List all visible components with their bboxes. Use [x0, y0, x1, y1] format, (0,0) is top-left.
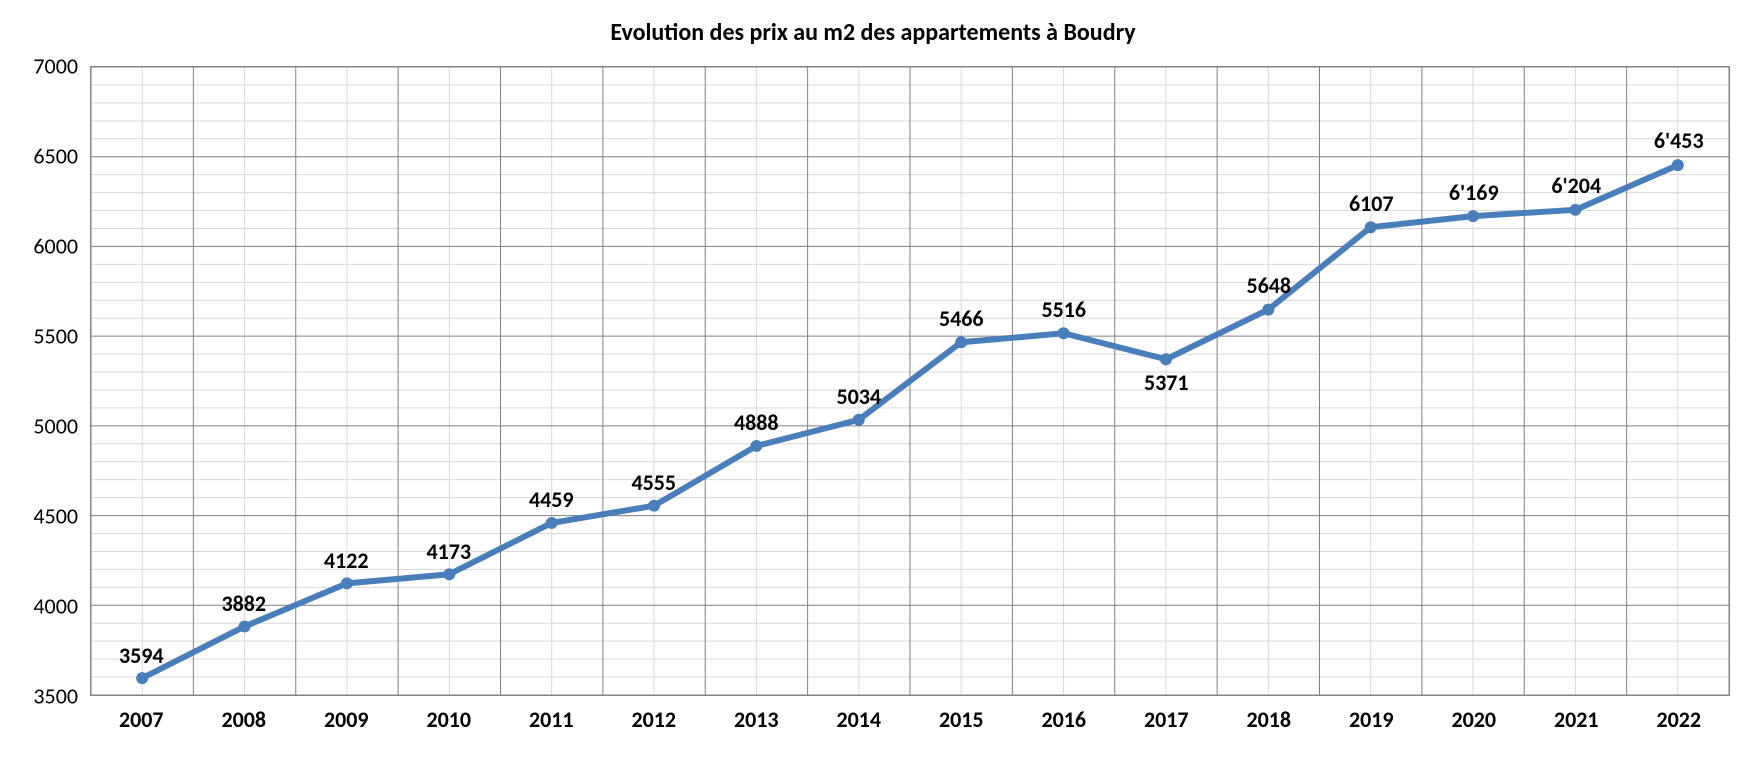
data-point-label: 6107	[1349, 190, 1394, 217]
y-axis-tick-label: 5500	[18, 323, 78, 350]
data-point-label: 6'169	[1449, 179, 1499, 206]
data-point-label: 4122	[324, 547, 369, 574]
chart-title: Evolution des prix au m2 des appartement…	[0, 18, 1746, 47]
x-axis-tick-label: 2020	[1451, 706, 1496, 733]
x-axis-tick-label: 2011	[529, 706, 574, 733]
x-axis-tick-label: 2018	[1246, 706, 1291, 733]
data-point	[546, 517, 558, 529]
data-point	[1160, 353, 1172, 365]
x-axis-tick-label: 2013	[734, 706, 779, 733]
x-axis-tick-label: 2017	[1144, 706, 1189, 733]
data-point-label: 4459	[529, 486, 574, 513]
data-point-label: 5371	[1144, 369, 1189, 396]
y-axis-tick-label: 6000	[18, 233, 78, 260]
data-point	[955, 336, 967, 348]
x-axis-tick-label: 2016	[1041, 706, 1086, 733]
x-axis-tick-label: 2009	[324, 706, 369, 733]
data-point	[648, 500, 660, 512]
data-point-label: 5034	[836, 383, 881, 410]
data-point	[1262, 304, 1274, 316]
plot-area	[90, 66, 1730, 696]
chart-svg	[91, 67, 1729, 695]
y-axis-tick-label: 4500	[18, 503, 78, 530]
data-point-label: 4555	[631, 469, 676, 496]
x-axis-tick-label: 2012	[631, 706, 676, 733]
data-point	[1058, 327, 1070, 339]
y-axis-tick-label: 7000	[18, 53, 78, 80]
y-axis-tick-label: 3500	[18, 683, 78, 710]
data-point	[443, 568, 455, 580]
x-axis-tick-label: 2015	[939, 706, 984, 733]
data-point-label: 5466	[939, 305, 984, 332]
y-axis-tick-label: 6500	[18, 143, 78, 170]
data-point-label: 4888	[734, 409, 779, 436]
data-point-label: 6'204	[1551, 172, 1601, 199]
x-axis-tick-label: 2019	[1349, 706, 1394, 733]
x-axis-tick-label: 2008	[221, 706, 266, 733]
x-axis-tick-label: 2022	[1656, 706, 1701, 733]
data-point-label: 6'453	[1654, 127, 1704, 154]
data-point	[750, 440, 762, 452]
x-axis-tick-label: 2021	[1554, 706, 1599, 733]
data-point-label: 5516	[1041, 296, 1086, 323]
y-axis-tick-label: 4000	[18, 593, 78, 620]
x-axis-tick-label: 2010	[426, 706, 471, 733]
x-axis-tick-label: 2007	[119, 706, 164, 733]
data-point-label: 3594	[119, 642, 164, 669]
data-point	[341, 577, 353, 589]
data-point	[1569, 204, 1581, 216]
data-point	[853, 414, 865, 426]
x-axis-tick-label: 2014	[836, 706, 881, 733]
data-point	[239, 620, 251, 632]
data-point	[136, 672, 148, 684]
chart-container: Evolution des prix au m2 des appartement…	[0, 0, 1746, 769]
data-point	[1467, 210, 1479, 222]
data-point	[1672, 159, 1684, 171]
data-point	[1365, 221, 1377, 233]
data-point-label: 5648	[1246, 272, 1291, 299]
data-point-label: 3882	[221, 590, 266, 617]
data-point-label: 4173	[426, 538, 471, 565]
y-axis-tick-label: 5000	[18, 413, 78, 440]
